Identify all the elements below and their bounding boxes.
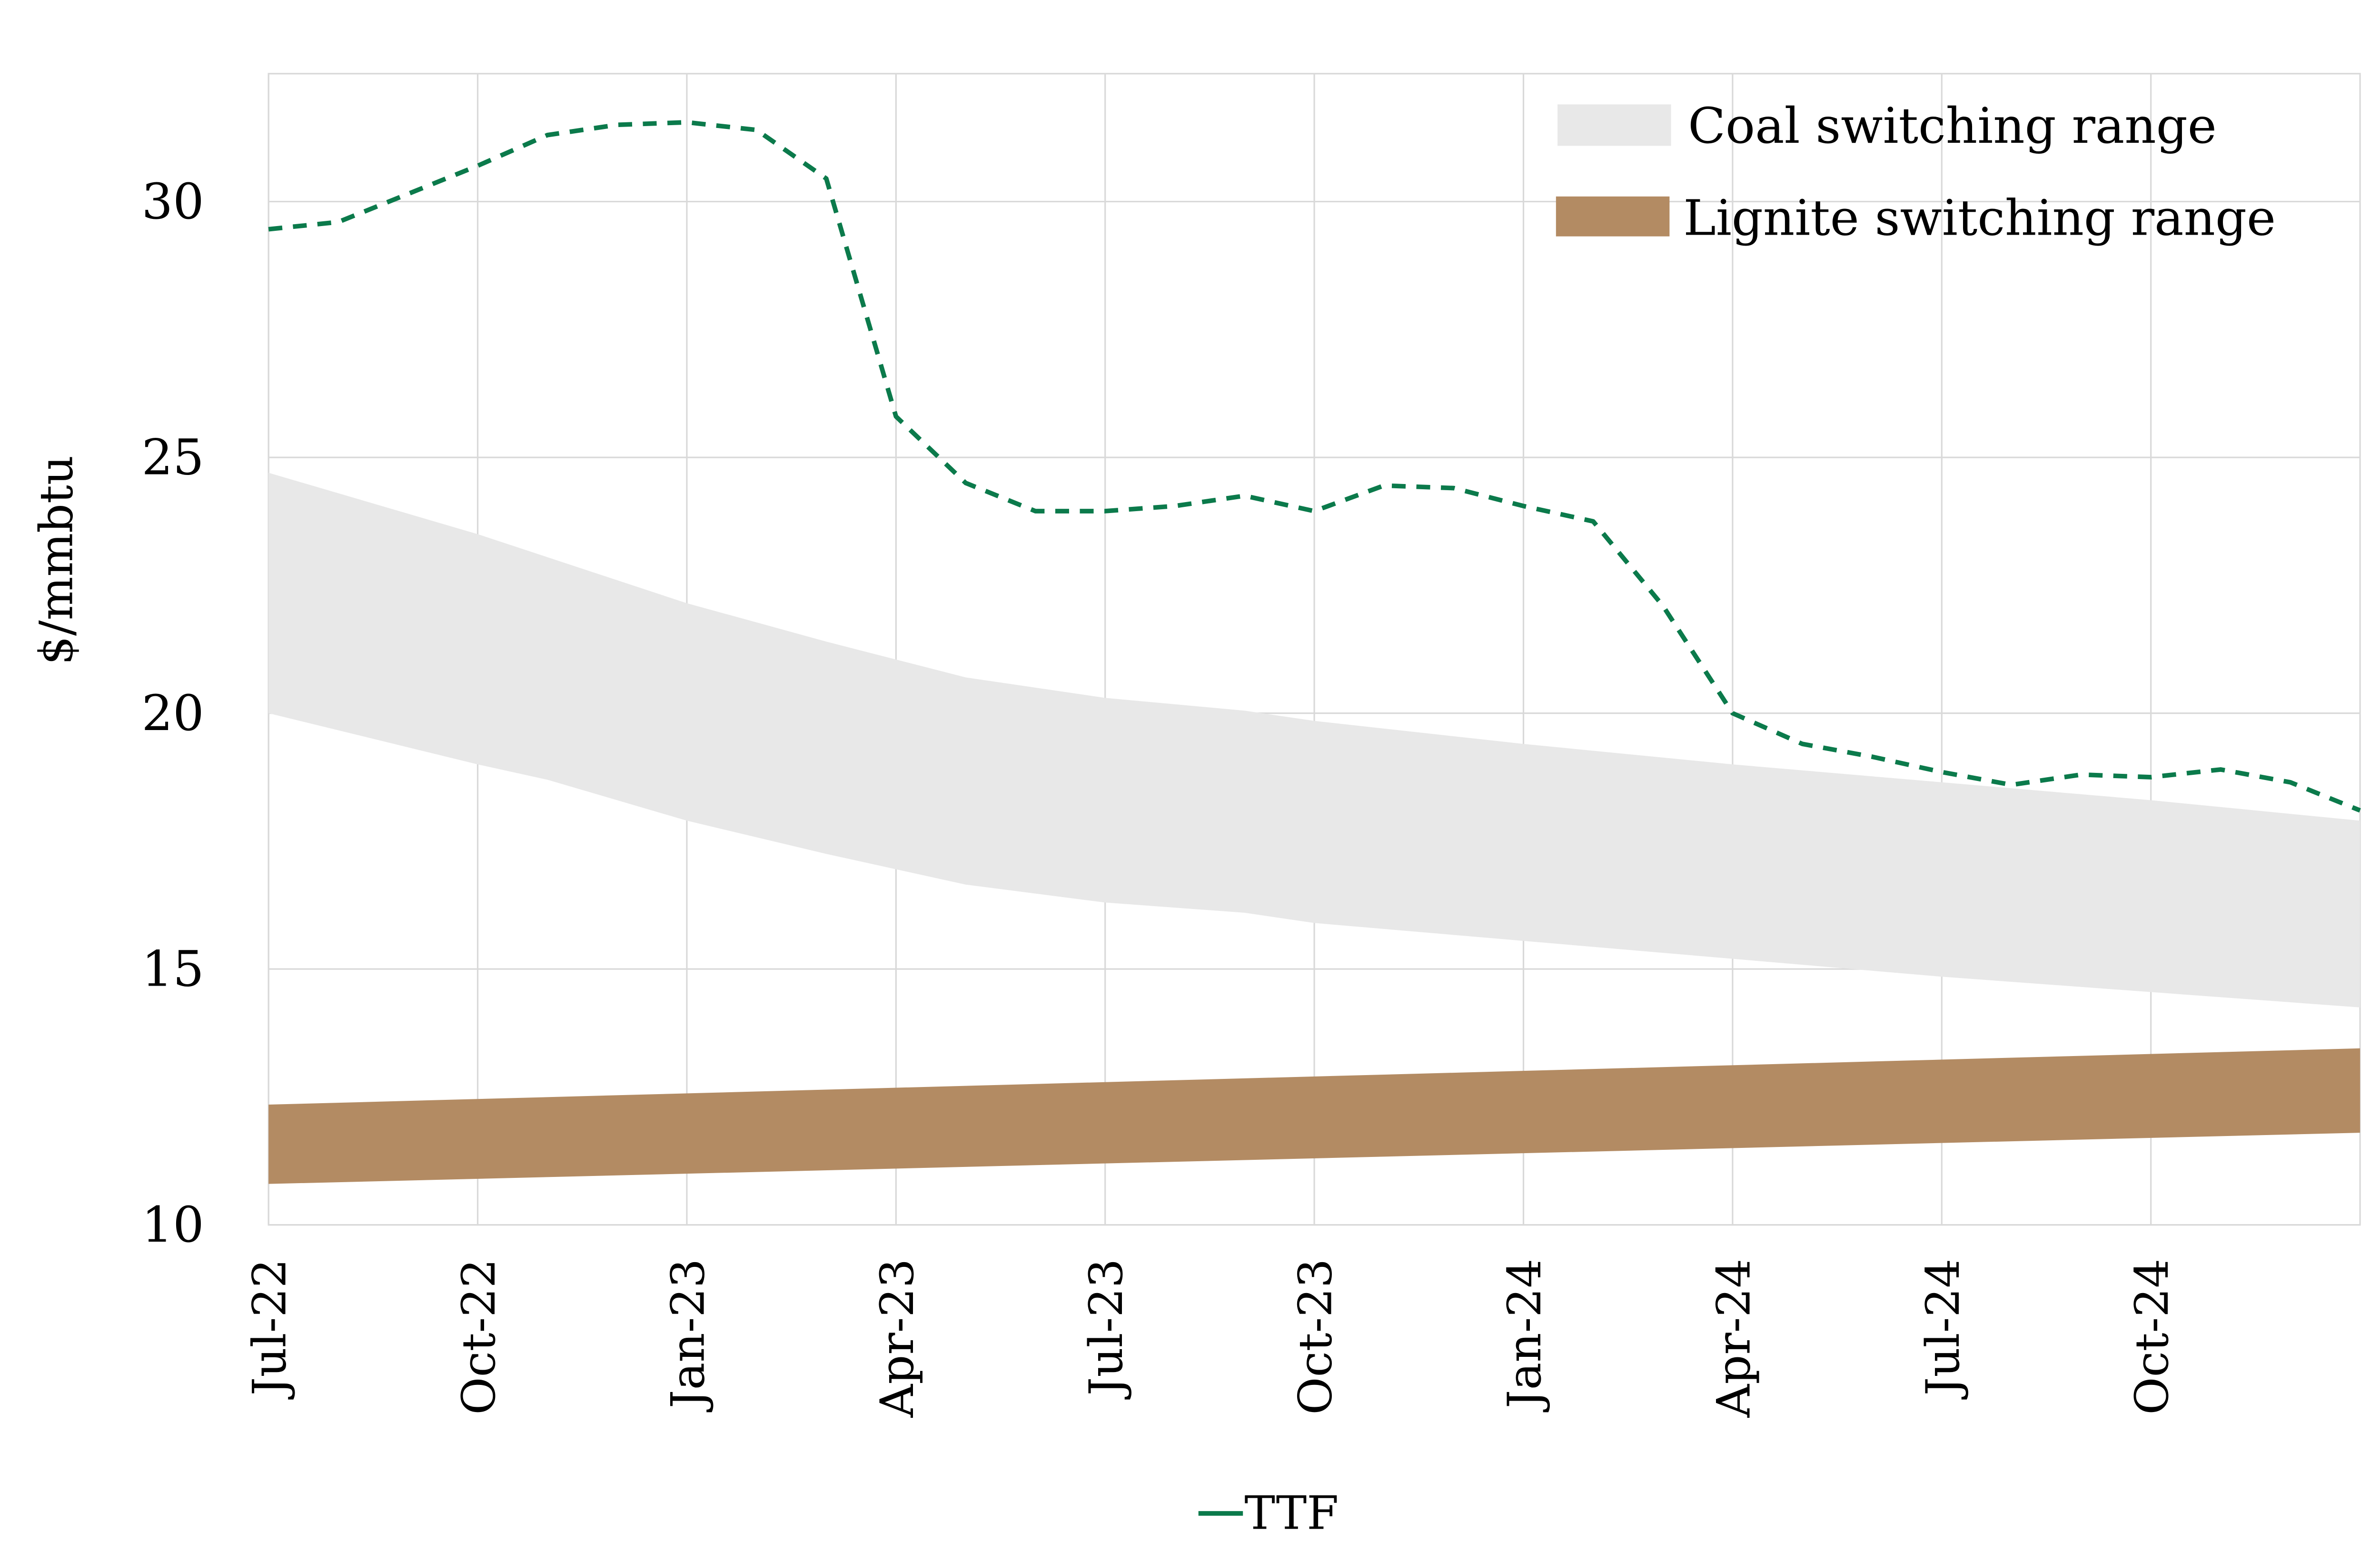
- legend-swatch-lignite: [1556, 196, 1670, 237]
- legend: Coal switching range Lignite switching r…: [1556, 98, 2276, 247]
- x-tick-label: Oct-24: [2125, 1259, 2179, 1415]
- bottom-legend: TTF: [1198, 1486, 1339, 1540]
- legend-label-coal: Coal switching range: [1688, 98, 2217, 155]
- x-tick-label: Apr-23: [870, 1259, 924, 1418]
- band-coal: [268, 473, 2360, 1008]
- y-tick-label: 30: [141, 173, 204, 230]
- y-tick-label: 25: [141, 429, 204, 486]
- x-tick-label: Jul-24: [1916, 1259, 1970, 1400]
- x-tick-label: Oct-23: [1289, 1259, 1342, 1415]
- gridlines: [268, 73, 2361, 1226]
- x-tick-label: Jul-22: [243, 1259, 297, 1400]
- x-tick-label: Jul-23: [1079, 1259, 1133, 1400]
- y-axis-label: $/mmbtu: [30, 455, 83, 665]
- series-lines: [268, 120, 2361, 813]
- band-lignite: [268, 1048, 2360, 1184]
- legend-swatch-coal: [1557, 104, 1671, 146]
- bands: [268, 473, 2360, 1184]
- y-tick-label: 20: [141, 685, 204, 742]
- x-tick-label: Oct-22: [452, 1259, 506, 1415]
- x-tick-label: Jan-24: [1497, 1259, 1551, 1413]
- axes: 10 15 20 25 30 Jul-22 Oct-22 Jan-23 Apr-23 Jul-23…: [141, 173, 2179, 1418]
- x-tick-label: Apr-24: [1706, 1259, 1760, 1418]
- legend-label-lignite: Lignite switching range: [1683, 189, 2276, 247]
- x-tick-label: Jan-23: [661, 1259, 714, 1413]
- y-tick-label: 10: [141, 1196, 204, 1254]
- legend-label-ttf: TTF: [1244, 1486, 1339, 1540]
- y-tick-label: 15: [141, 941, 204, 998]
